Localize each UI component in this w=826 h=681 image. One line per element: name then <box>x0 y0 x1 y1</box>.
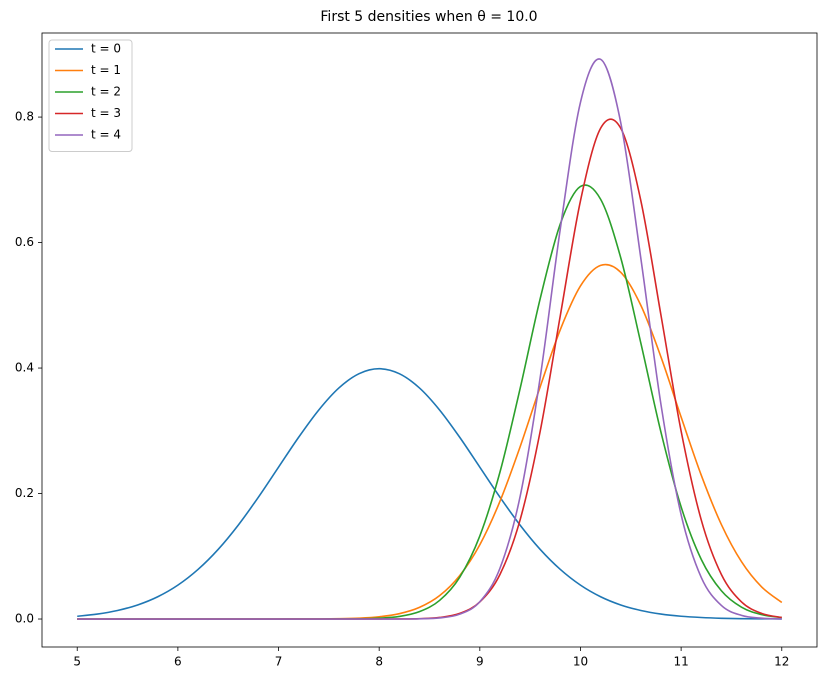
legend-label: t = 2 <box>91 85 121 99</box>
x-tick-label: 7 <box>275 655 283 669</box>
x-tick-label: 12 <box>774 655 789 669</box>
legend-label: t = 4 <box>91 128 121 142</box>
plot-frame <box>41 32 818 648</box>
x-tick-label: 11 <box>673 655 688 669</box>
y-tick-label: 0.2 <box>15 486 34 500</box>
series-line <box>77 367 782 620</box>
x-tick-label: 5 <box>73 655 81 669</box>
y-tick-label: 0.0 <box>15 612 34 626</box>
x-tick-label: 8 <box>375 655 383 669</box>
legend-label: t = 3 <box>91 106 121 120</box>
legend-label: t = 1 <box>91 63 121 77</box>
y-tick-label: 0.8 <box>15 110 34 124</box>
legend-label: t = 0 <box>91 42 121 56</box>
series-line <box>77 58 782 620</box>
y-tick-label: 0.6 <box>15 235 34 249</box>
chart-title: First 5 densities when θ = 10.0 <box>320 9 537 25</box>
legend-box <box>48 39 133 152</box>
y-tick-label: 0.4 <box>15 361 34 375</box>
x-tick-label: 9 <box>476 655 484 669</box>
x-tick-label: 6 <box>174 655 182 669</box>
x-tick-label: 10 <box>573 655 588 669</box>
